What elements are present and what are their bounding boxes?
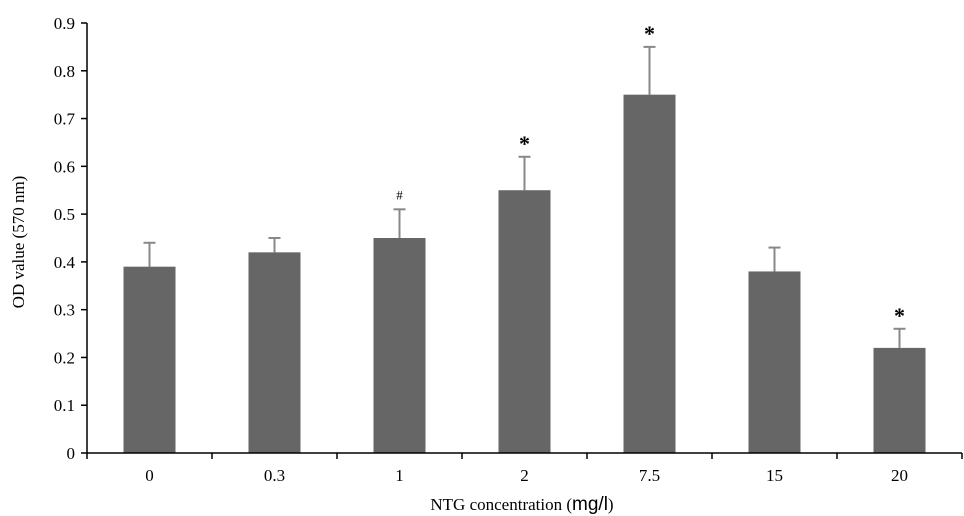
significance-marker: *	[519, 131, 530, 156]
x-tick-label: 2	[520, 466, 529, 485]
y-tick-label: 0.7	[54, 110, 76, 129]
x-axis-title-close: )	[608, 495, 614, 514]
bar	[623, 94, 676, 454]
axis-layer	[81, 22, 963, 459]
y-tick-label: 0.1	[54, 396, 75, 415]
y-tick-label: 0	[67, 444, 76, 463]
y-axis-title: OD value (570 nm)	[9, 176, 28, 309]
y-tick-label: 0.4	[54, 253, 76, 272]
x-tick-label: 20	[891, 466, 908, 485]
bar	[498, 190, 551, 453]
bar	[748, 271, 801, 453]
x-axis-title: NTG concentration (mg/l)	[430, 494, 613, 515]
x-tick-label: 7.5	[639, 466, 660, 485]
y-tick-label: 0.9	[54, 14, 75, 33]
bar	[873, 347, 926, 453]
label-layer: 0 0.1 0.2 0.3 0.4 0.5 0.6 0.7 0.8 0.9 0 0.3 1 #2 * 7.5 *…	[54, 14, 908, 485]
significance-marker: *	[644, 21, 655, 46]
x-tick-label: 0.3	[264, 466, 285, 485]
significance-marker: *	[894, 303, 905, 328]
x-axis-title-text: NTG concentration (	[430, 495, 572, 514]
y-tick-label: 0.8	[54, 62, 75, 81]
bar-layer	[123, 94, 926, 454]
y-tick-label: 0.5	[54, 205, 75, 224]
x-tick-label: 1	[395, 466, 404, 485]
bar	[373, 238, 426, 453]
x-tick-label: 15	[766, 466, 783, 485]
y-tick-label: 0.6	[54, 157, 75, 176]
bar	[248, 252, 301, 453]
bar	[123, 266, 176, 453]
error-bar-layer	[143, 45, 906, 348]
y-tick-label: 0.3	[54, 301, 75, 320]
x-axis-title-unit: mg/l	[572, 494, 608, 515]
x-tick-label: 0	[145, 466, 154, 485]
significance-marker: #	[396, 187, 403, 202]
y-tick-label: 0.2	[54, 348, 75, 367]
